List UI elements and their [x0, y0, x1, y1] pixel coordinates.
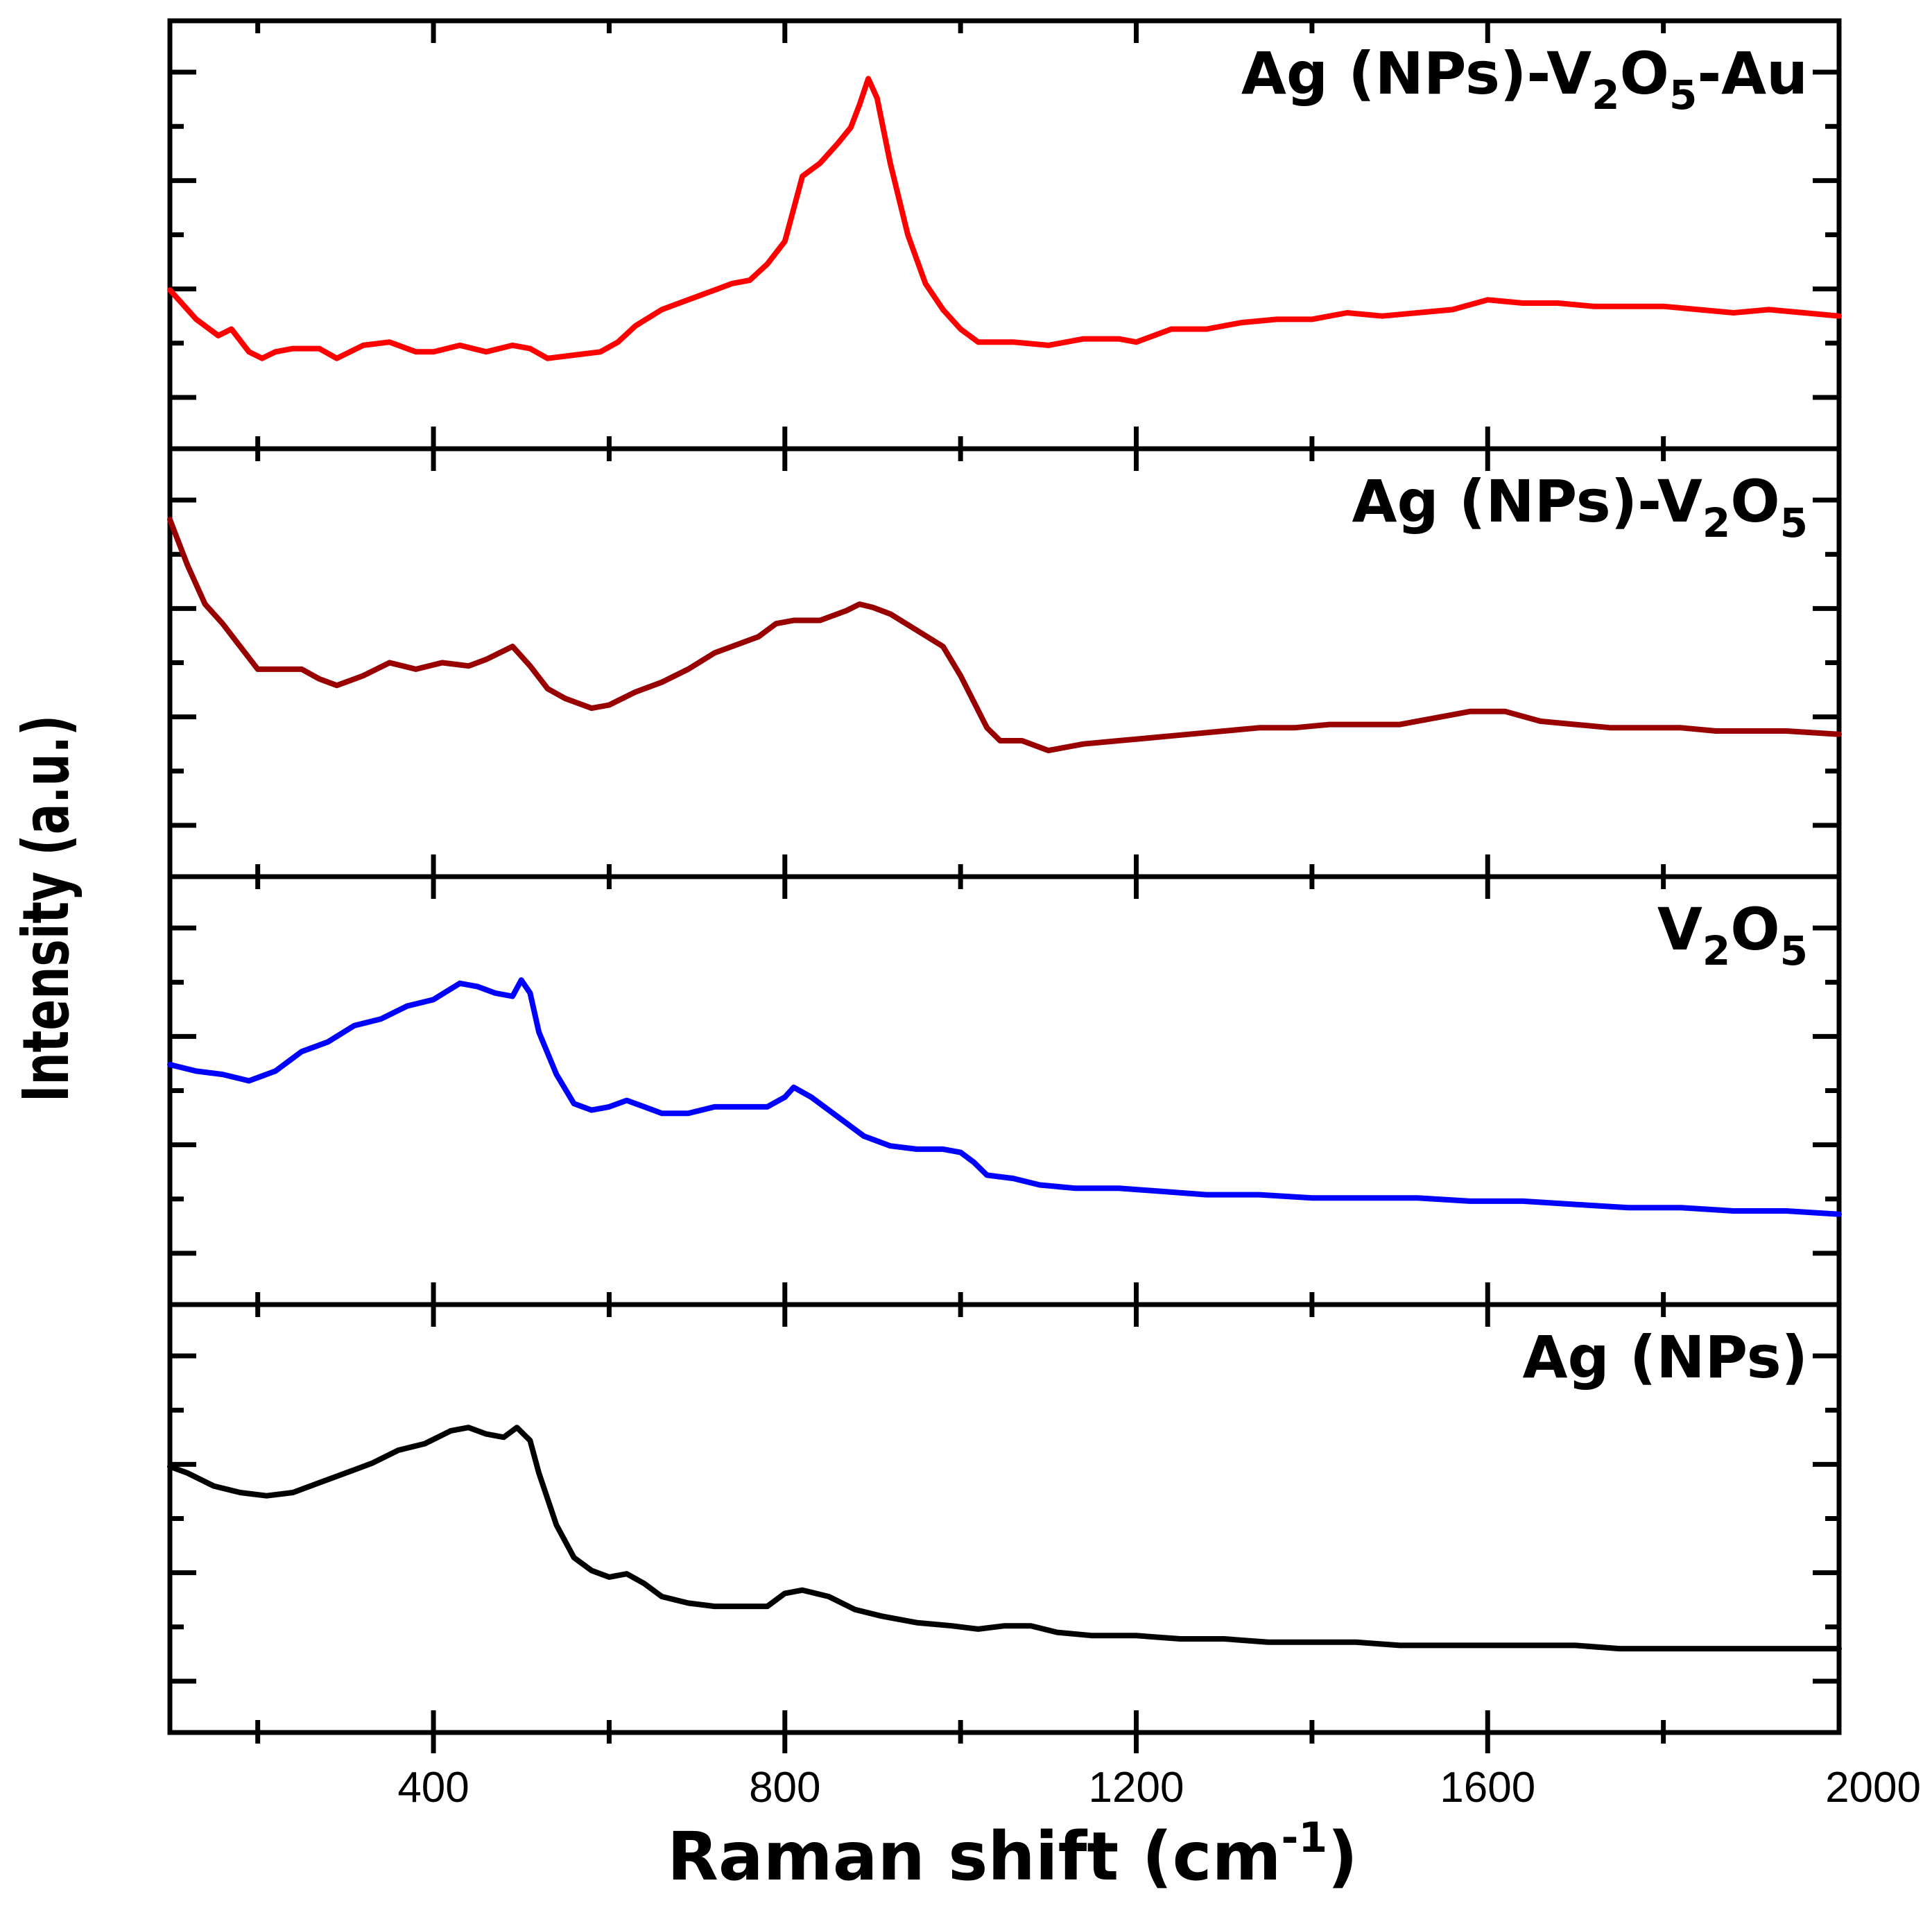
- x-tick-label: 1200: [1089, 1764, 1184, 1812]
- label-subscript: 5: [1780, 499, 1808, 547]
- label-text: O: [1730, 467, 1779, 535]
- panel-2: Ag (NPs)-V2O5: [167, 446, 1842, 879]
- series-line: [167, 76, 1842, 361]
- series-label: Ag (NPs): [1522, 1323, 1808, 1391]
- panel-4: Ag (NPs): [167, 1302, 1842, 1735]
- series-line: [167, 517, 1842, 754]
- label-text: -Au: [1697, 40, 1808, 108]
- label-text: Ag (NPs)-V: [1352, 467, 1702, 535]
- x-axis-title-end: ): [1327, 1818, 1358, 1895]
- x-tick-label: 2000: [1825, 1764, 1921, 1812]
- label-text: O: [1730, 895, 1779, 963]
- series-line: [167, 977, 1842, 1217]
- label-text: Ag (NPs): [1522, 1323, 1808, 1391]
- panel-3: V2O5: [167, 874, 1842, 1307]
- x-tick-label: 800: [749, 1764, 820, 1812]
- x-axis-title-main: Raman shift (cm: [667, 1818, 1282, 1895]
- label-subscript: 2: [1592, 71, 1619, 119]
- series-label: V2O5: [1657, 895, 1808, 974]
- label-text: V: [1657, 895, 1702, 963]
- x-axis-ticks: 400 800 1200 1600 2000: [255, 1732, 1921, 1812]
- label-subscript: 5: [1780, 927, 1808, 974]
- label-text: O: [1620, 40, 1669, 108]
- x-axis-title-superscript: -1: [1282, 1814, 1328, 1862]
- x-axis-title: Raman shift (cm-1): [667, 1814, 1358, 1895]
- label-subscript: 2: [1702, 499, 1730, 547]
- series-line: [167, 1425, 1842, 1652]
- label-subscript: 2: [1702, 927, 1730, 974]
- panel-1: Ag (NPs)-V2O5-Au: [167, 18, 1842, 452]
- label-text: Ag (NPs)-V: [1241, 40, 1592, 108]
- series-label: Ag (NPs)-V2O5: [1352, 467, 1808, 547]
- x-tick-label: 1600: [1440, 1764, 1535, 1812]
- panel-frame: [167, 874, 1842, 1307]
- series-label: Ag (NPs)-V2O5-Au: [1241, 40, 1808, 119]
- label-subscript: 5: [1669, 71, 1697, 119]
- y-axis-title: Intensity (a.u.): [9, 715, 83, 1102]
- x-tick-label: 400: [397, 1764, 469, 1812]
